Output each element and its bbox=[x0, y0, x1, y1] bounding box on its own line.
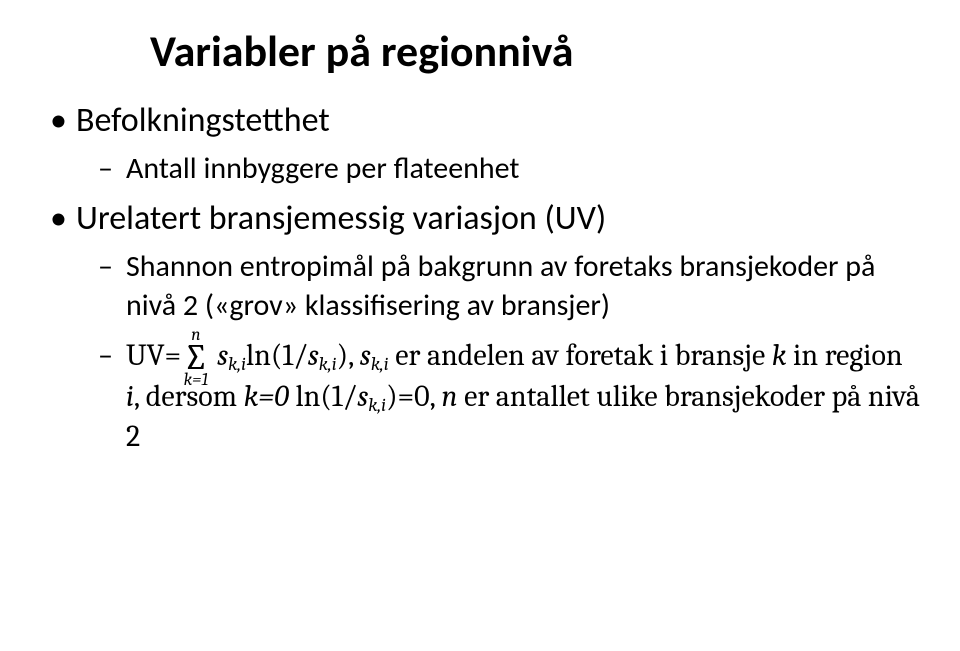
sub-ki2: k,i bbox=[319, 353, 337, 375]
bullet-list: Befolkningstetthet Antall innbyggere per… bbox=[46, 100, 920, 457]
sum-bot: k=1 bbox=[184, 372, 209, 389]
sub-bullet-antall: Antall innbyggere per flateenhet bbox=[98, 149, 920, 189]
var-k: k bbox=[772, 338, 787, 373]
slide-title: Variabler på regionnivå bbox=[150, 24, 920, 78]
close-paren: ), bbox=[337, 338, 360, 373]
sigma-icon: n∑k=1 bbox=[183, 340, 209, 376]
var-i: i bbox=[126, 379, 134, 414]
eq-zero: )=0, bbox=[386, 379, 441, 414]
bullet-label: Befolkningstetthet bbox=[76, 100, 330, 141]
var-s: s bbox=[217, 338, 228, 373]
var-n: n bbox=[442, 379, 458, 414]
var-s2: s bbox=[308, 338, 319, 373]
bullet-label: Urelatert bransjemessig variasjon (UV) bbox=[76, 198, 606, 239]
in-region: in region bbox=[786, 338, 902, 373]
uv-eq: UV= bbox=[126, 338, 181, 373]
sub-list: Antall innbyggere per flateenhet bbox=[98, 149, 920, 189]
bullet-urelatert: Urelatert bransjemessig variasjon (UV) S… bbox=[46, 198, 920, 457]
ln1: ln(1/ bbox=[289, 379, 358, 414]
sub-bullet-formula: UV=n∑k=1 sk,iln(1/sk,i), sk,i er andelen… bbox=[98, 336, 920, 457]
var-s4: s bbox=[357, 379, 368, 414]
sub-list: Shannon entropimål på bakgrunn av foreta… bbox=[98, 247, 920, 457]
sum-top: n bbox=[191, 327, 200, 344]
ln-open: ln(1/ bbox=[246, 338, 308, 373]
sub-ki3: k,i bbox=[371, 353, 389, 375]
bullet-befolkningstetthet: Befolkningstetthet Antall innbyggere per… bbox=[46, 100, 920, 188]
slide: Variabler på regionnivå Befolkningstetth… bbox=[0, 0, 960, 651]
var-s3: s bbox=[360, 338, 371, 373]
sub-ki4: k,i bbox=[368, 394, 386, 416]
k-zero: k=0 bbox=[244, 379, 289, 414]
er-andel: er andelen av foretak i bransje bbox=[389, 338, 772, 373]
sub-bullet-shannon: Shannon entropimål på bakgrunn av foreta… bbox=[98, 247, 920, 326]
sub-ki: k,i bbox=[228, 353, 246, 375]
formula-text: UV=n∑k=1 sk,iln(1/sk,i), sk,i er andelen… bbox=[126, 338, 920, 454]
